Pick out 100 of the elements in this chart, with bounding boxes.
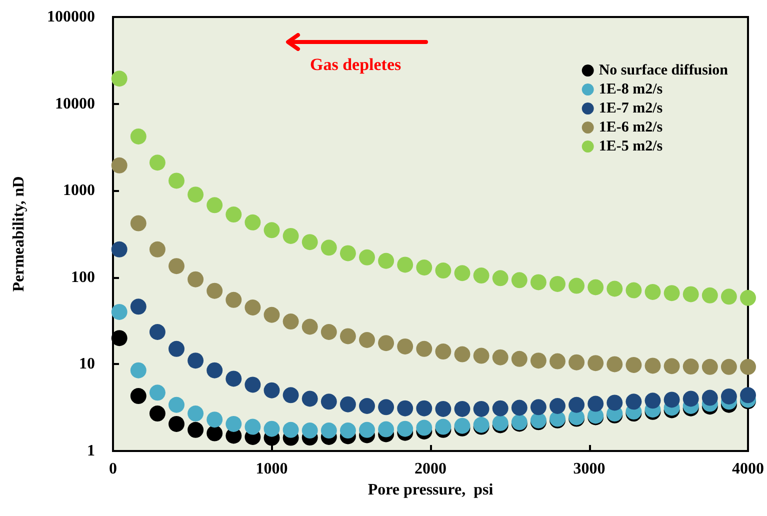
point: [206, 197, 223, 214]
point: [168, 172, 184, 189]
legend-label: 1E-8 m2/s: [598, 82, 663, 98]
x-tick-label: 2000: [414, 460, 446, 478]
point: [568, 278, 585, 294]
point: [320, 240, 337, 256]
point: [340, 396, 356, 412]
point: [111, 241, 128, 258]
point: [626, 394, 642, 410]
point: [397, 400, 414, 416]
point: [264, 306, 280, 323]
point: [264, 222, 280, 238]
point: [340, 245, 356, 262]
point: [606, 394, 623, 411]
point: [530, 352, 546, 369]
point: [606, 280, 623, 297]
point: [149, 384, 166, 401]
point: [530, 399, 546, 416]
point: [168, 396, 184, 413]
point: [378, 421, 394, 438]
point: [606, 356, 623, 372]
point: [130, 128, 146, 144]
point: [282, 387, 299, 404]
point: [226, 292, 242, 308]
y-tick-label: 1000: [63, 182, 95, 200]
y-tick-label: 10: [79, 356, 95, 373]
point: [302, 422, 318, 439]
point: [416, 340, 432, 357]
point: [397, 338, 414, 354]
point: [416, 420, 432, 436]
point: [588, 355, 604, 372]
point: [359, 332, 375, 348]
point: [397, 420, 414, 437]
point: [473, 400, 490, 417]
point: [168, 258, 184, 274]
legend-label: No surface diffusion: [598, 62, 729, 78]
point: [378, 252, 394, 269]
point: [740, 290, 756, 306]
x-tick-label: 3000: [573, 460, 606, 478]
point: [378, 335, 394, 352]
point: [130, 215, 146, 232]
point: [682, 390, 699, 407]
x-tick-label: 1000: [256, 460, 288, 478]
point: [302, 390, 318, 407]
point: [188, 422, 204, 438]
legend-label: 1E-6 m2/s: [598, 120, 663, 136]
x-tick-label: 4000: [732, 460, 764, 478]
point: [435, 344, 452, 360]
point: [226, 416, 242, 432]
point: [206, 412, 223, 428]
point: [588, 279, 604, 296]
point: [111, 157, 128, 174]
point: [588, 396, 604, 412]
point: [720, 388, 737, 404]
point: [435, 262, 452, 279]
point: [530, 274, 546, 290]
point: [226, 370, 242, 387]
point: [568, 354, 585, 370]
point: [626, 282, 642, 298]
point: [168, 416, 184, 432]
point: [378, 399, 394, 416]
point: [206, 362, 223, 378]
point: [149, 241, 166, 258]
point: [511, 400, 528, 416]
point: [130, 298, 146, 315]
y-tick-label: 100: [71, 268, 95, 286]
point: [244, 300, 261, 316]
legend-label: 1E-5 m2/s: [598, 138, 663, 154]
point: [740, 387, 756, 404]
point: [244, 418, 261, 435]
point: [206, 282, 223, 299]
point: [511, 272, 528, 288]
point: [282, 228, 299, 244]
point: [320, 394, 337, 410]
point: [682, 286, 699, 302]
point: [168, 340, 184, 357]
point: [664, 285, 680, 302]
point: [664, 392, 680, 408]
point: [149, 324, 166, 340]
point: [492, 270, 508, 286]
point: [111, 330, 128, 346]
point: [550, 398, 566, 414]
point: [644, 358, 661, 374]
point: [626, 356, 642, 373]
x-tick-label: 0: [109, 460, 117, 478]
point: [226, 206, 242, 223]
point: [473, 268, 490, 284]
y-tick-label: 1: [87, 442, 95, 460]
point: [416, 260, 432, 276]
point: [702, 287, 718, 304]
point: [644, 392, 661, 409]
point: [435, 418, 452, 435]
point: [188, 406, 204, 422]
point: [550, 353, 566, 370]
y-tick-label: 100000: [47, 8, 95, 26]
legend-label: 1E-7 m2/s: [598, 100, 663, 116]
point: [320, 422, 337, 439]
point: [720, 288, 737, 305]
point: [111, 304, 128, 320]
point: [130, 388, 146, 404]
